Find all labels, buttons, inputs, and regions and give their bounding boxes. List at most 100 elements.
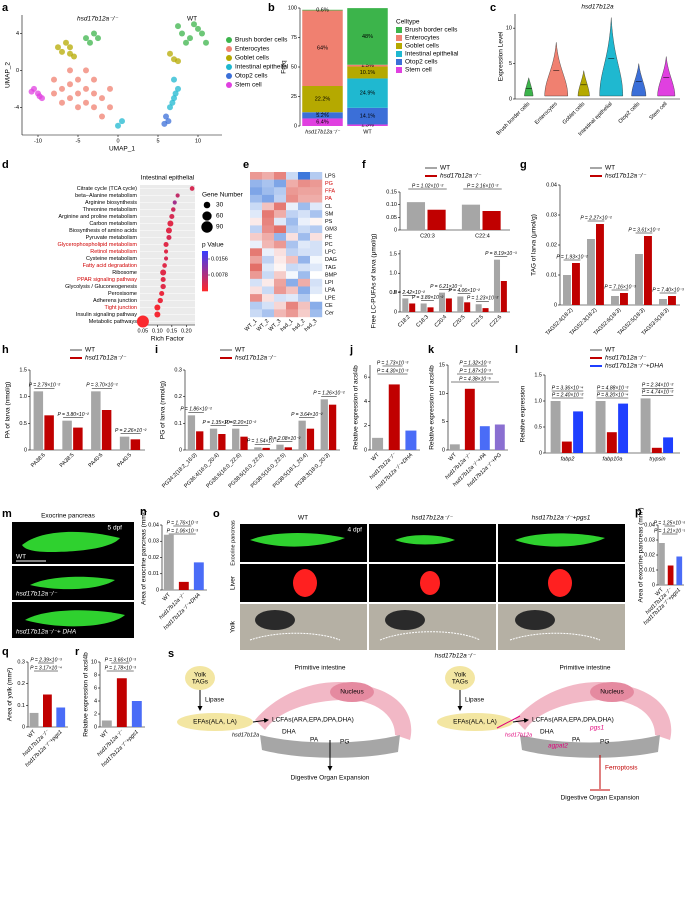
- x-tick-label: PA38:5: [59, 452, 76, 469]
- data-label: 6.4%: [316, 120, 329, 126]
- pancreas: [22, 531, 120, 552]
- y-tick-label: 0: [652, 582, 655, 588]
- bar: [427, 209, 446, 230]
- label: agpat2: [548, 743, 568, 750]
- point: [115, 122, 121, 129]
- legend-swatch: [396, 59, 402, 65]
- heat-cell: [310, 278, 323, 287]
- p-value: P = 1.23×10⁻²: [467, 296, 499, 302]
- panel-letter: j: [349, 344, 353, 356]
- colorbar-cell: [202, 251, 208, 254]
- dot: [154, 311, 161, 318]
- heat-cell: [310, 240, 323, 249]
- label: LCFAs(ARA,EPA,DPA,DHA): [272, 717, 354, 724]
- point: [199, 30, 205, 37]
- row-label: FFA: [325, 189, 335, 195]
- y-tick-label: 4: [16, 31, 19, 37]
- label: Yolk: [454, 672, 467, 679]
- y-tick-label: 10: [439, 391, 445, 397]
- p-value: P = 3.89×10⁻²: [412, 295, 444, 301]
- p-value: P = 4.30×10⁻³: [377, 368, 409, 374]
- heat-cell: [298, 294, 311, 302]
- y-axis-label: UMAP_2: [5, 62, 12, 88]
- label: hsd17b12a: [505, 732, 532, 738]
- heat-cell: [286, 309, 299, 318]
- p-value: P = 1.02×10⁻²: [412, 183, 444, 189]
- y-axis-label: Relative expression of acsl4b: [429, 365, 436, 450]
- heat-cell: [298, 225, 311, 234]
- eye: [255, 610, 295, 630]
- bar: [196, 431, 204, 450]
- bar: [482, 211, 501, 230]
- panel-letter: o: [213, 508, 220, 520]
- violin: [544, 42, 569, 97]
- legend-label: Stem cell: [235, 82, 262, 89]
- row-label: Yolk: [230, 620, 237, 633]
- y-tick-label: 0.04: [148, 522, 159, 528]
- category-label: Metabolic pathways: [89, 319, 138, 325]
- image: [498, 604, 625, 650]
- stage: 4 dpf: [348, 527, 363, 534]
- heat-cell: [298, 217, 311, 226]
- heat-cell: [286, 194, 299, 203]
- bar: [402, 298, 409, 312]
- heat-cell: [286, 179, 299, 188]
- p-value: P = 6.21×10⁻³: [430, 284, 462, 290]
- colorbar-cell: [202, 265, 208, 268]
- heat-cell: [274, 248, 287, 257]
- image-label: WT: [16, 554, 26, 561]
- plot-area: [140, 185, 195, 325]
- column-label: hsd_1: [280, 318, 295, 333]
- y-axis-label: Relative expression of acsl4b: [83, 652, 90, 737]
- bar: [306, 428, 315, 450]
- bar: [232, 428, 240, 450]
- dot: [163, 256, 169, 261]
- y-axis-label: TAG of larva (μmol/g): [531, 214, 538, 276]
- row-label: GM3: [325, 227, 337, 233]
- heat-cell: [262, 255, 275, 264]
- legend-swatch: [396, 67, 402, 73]
- row-label: SM: [325, 211, 334, 217]
- bar-segment: [347, 78, 388, 108]
- y-tick-label: 50: [291, 64, 297, 70]
- heat-cell: [250, 217, 263, 226]
- intestine: [255, 681, 412, 740]
- label: Nucleus: [600, 689, 624, 696]
- p-value: P = 2.20×10⁻²: [225, 420, 257, 426]
- x-axis-label: Rich Factor: [151, 336, 185, 343]
- point: [59, 48, 65, 55]
- heat-cell: [298, 286, 311, 295]
- data-label: 48%: [362, 34, 373, 40]
- eye: [515, 610, 555, 630]
- y-tick-label: 2: [94, 711, 97, 717]
- y-tick-label: 0: [179, 447, 182, 453]
- y-tick-label: 2: [364, 423, 367, 429]
- y-tick-label: 1.0: [19, 394, 27, 400]
- legend-label: Enterocytes: [235, 46, 270, 53]
- p-value: P = 7.40×10⁻³: [652, 287, 684, 293]
- x-tick-label: 0: [116, 138, 119, 144]
- y-tick-label: 0.02: [644, 552, 655, 558]
- x-tick-label: Goblet cells: [562, 101, 587, 126]
- legend-label: Brush border cells: [405, 27, 458, 34]
- p-value: P = 4.88×10⁻³: [597, 385, 629, 391]
- bar: [43, 694, 52, 727]
- dot: [157, 297, 163, 304]
- dot: [165, 227, 172, 234]
- x-tick-label: 10: [195, 138, 201, 144]
- label: hsd17b12a: [232, 732, 259, 738]
- bar: [606, 432, 617, 453]
- p-value: P = 3.64×10⁻²: [291, 412, 323, 418]
- colorbar-cell: [202, 273, 208, 276]
- p-value: P = 1.54×10⁻²: [247, 439, 279, 445]
- intestine: [515, 681, 672, 740]
- heat-cell: [250, 240, 263, 249]
- dot: [136, 315, 149, 328]
- heat-cell: [286, 233, 299, 241]
- p-value: P = 1.21×10⁻²: [654, 528, 685, 534]
- colorbar-cell: [202, 283, 208, 286]
- x-tick-label: 0.20: [181, 328, 192, 334]
- bar: [659, 299, 667, 305]
- point: [99, 113, 105, 120]
- category-label: Pyruvate metabolism: [86, 235, 138, 241]
